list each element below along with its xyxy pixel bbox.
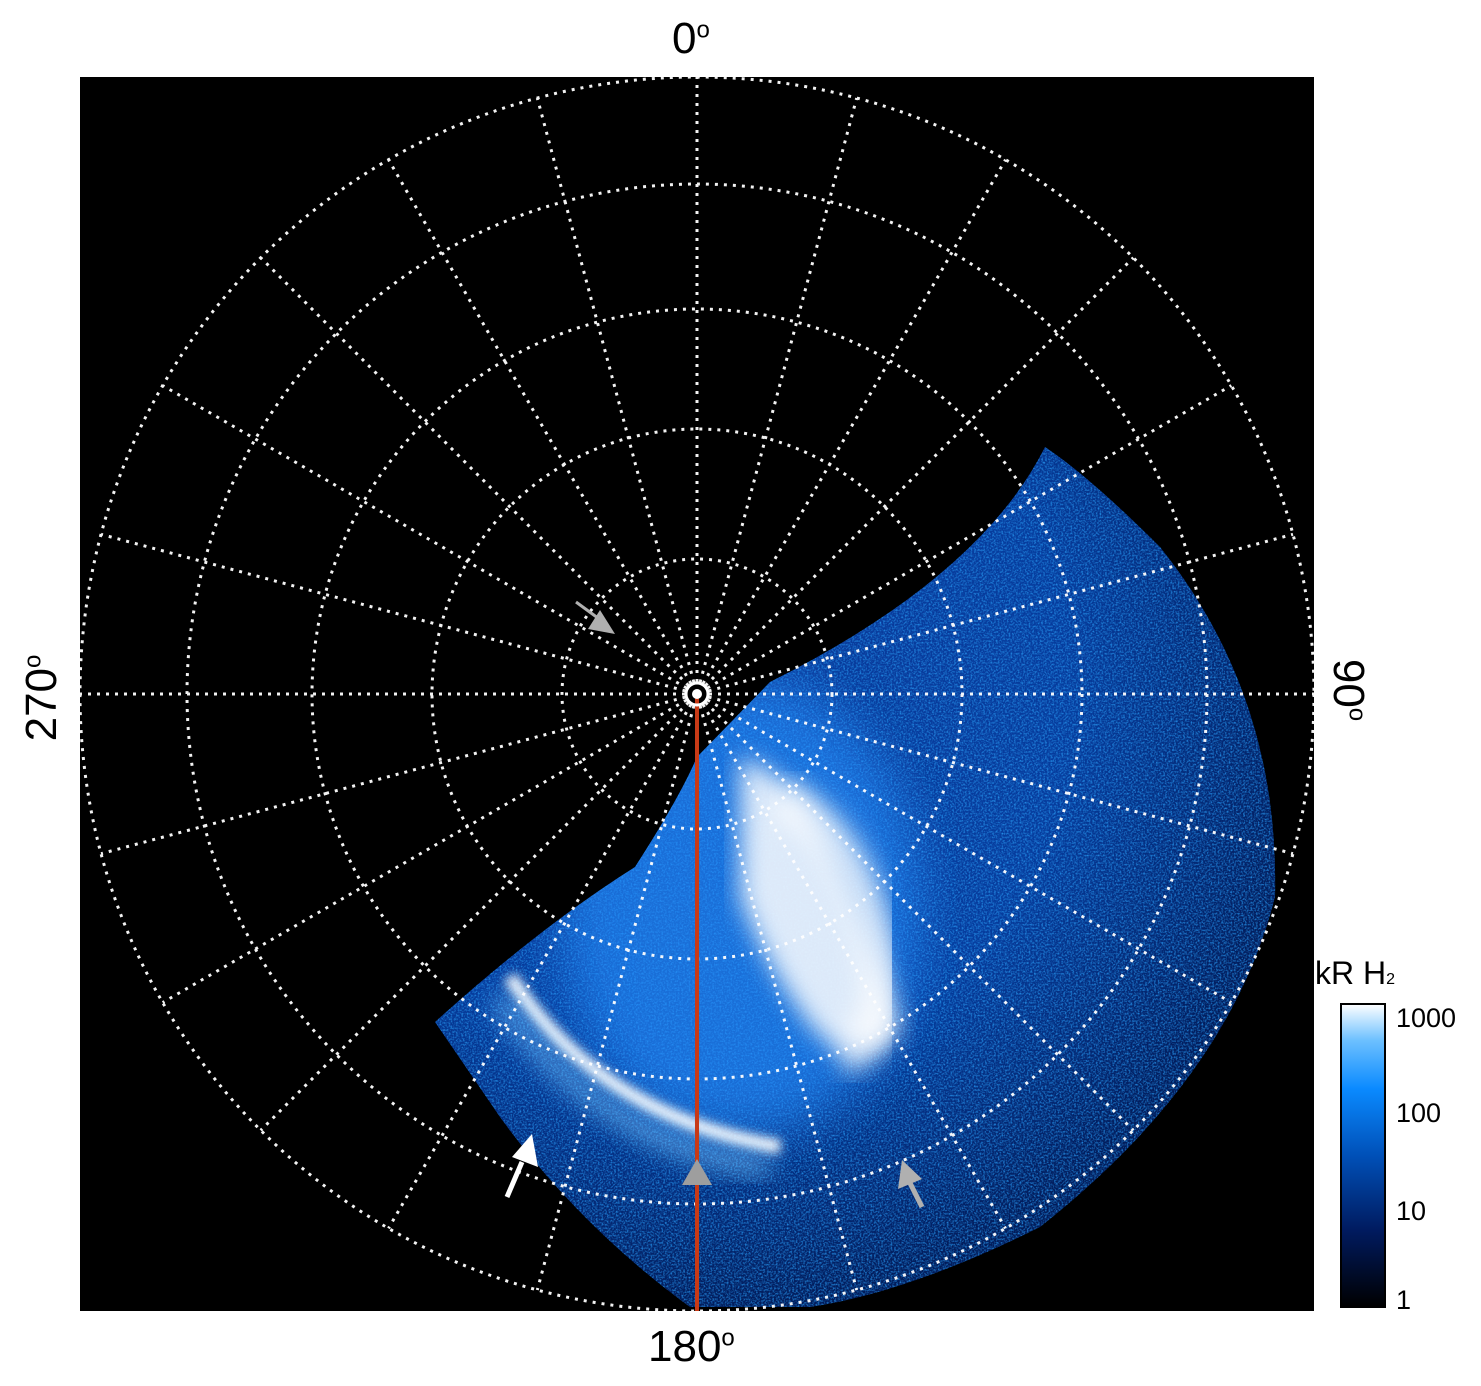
grid-spoke <box>704 701 1135 1132</box>
grid-spoke <box>698 705 859 1291</box>
arrow-gray-icon <box>898 1160 925 1209</box>
colorbar <box>1340 1003 1386 1308</box>
axis-label-right: 90o <box>1324 658 1373 722</box>
grid-spoke <box>535 97 696 683</box>
arrow-gray-icon <box>575 600 615 634</box>
axis-label-left: 270o <box>17 654 66 742</box>
grid-spoke <box>161 384 688 690</box>
grid-spoke <box>259 256 690 687</box>
grid-spoke <box>706 698 1233 1004</box>
grid-spoke <box>706 384 1233 690</box>
polar-aurora-plot <box>80 77 1314 1311</box>
grid-spoke <box>701 158 1007 685</box>
pole-marker-icon <box>684 681 710 707</box>
arrow-gray-triangle-icon <box>682 1159 712 1185</box>
colorbar-tick: 10 <box>1396 1196 1427 1226</box>
grid-spoke <box>708 532 1294 693</box>
colorbar-tick: 100 <box>1396 1098 1442 1128</box>
aurora-main-emission <box>740 757 900 1050</box>
grid-spoke <box>100 532 686 693</box>
aurora-arc <box>504 973 782 1154</box>
colorbar-tick: 1000 <box>1396 1003 1457 1033</box>
grid-spoke <box>387 158 693 685</box>
grid-spoke <box>259 701 690 1132</box>
arrow-white-icon <box>504 1134 538 1198</box>
grid-spoke <box>698 97 859 683</box>
axis-label-top: 0o <box>672 14 710 63</box>
colorbar-tick: 1 <box>1396 1285 1412 1315</box>
grid-spoke <box>535 705 696 1291</box>
grid-spoke <box>704 256 1135 687</box>
grid-spoke <box>387 703 693 1230</box>
grid-spoke <box>701 703 1007 1230</box>
grid-spoke <box>161 698 688 1004</box>
grid-spoke <box>100 695 686 856</box>
grid-spoke <box>708 695 1294 856</box>
colorbar-title: kR H2 <box>1315 955 1396 991</box>
axis-label-bottom: 180o <box>648 1322 735 1371</box>
